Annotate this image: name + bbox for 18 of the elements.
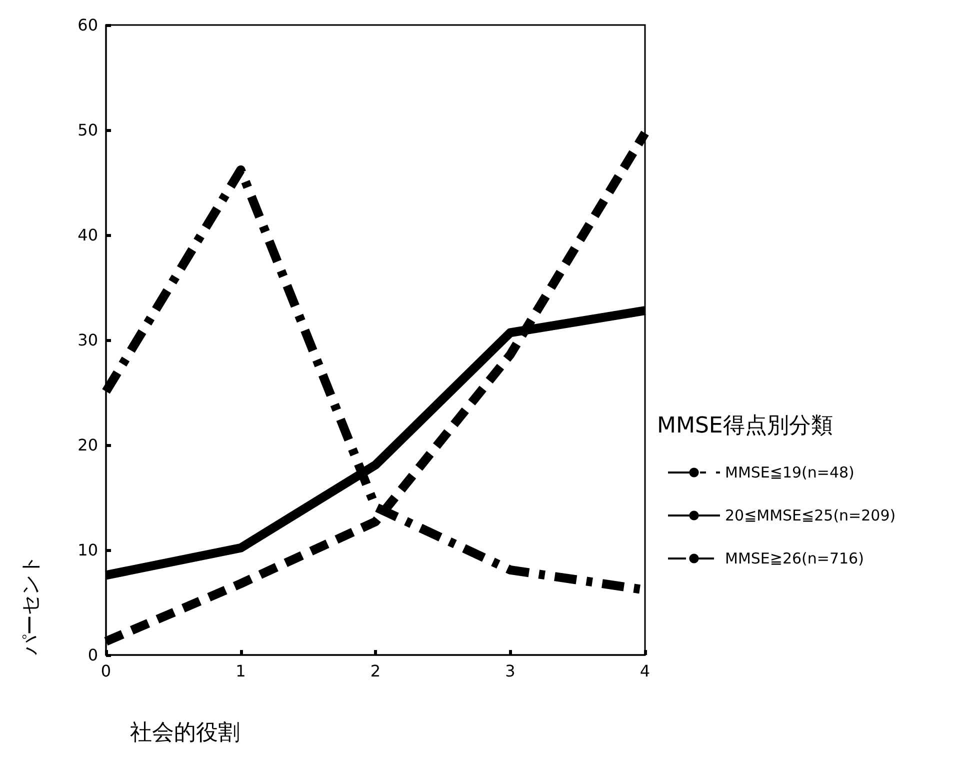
- x-tick-label: 3: [505, 662, 516, 680]
- y-tick-label: 10: [78, 540, 98, 560]
- x-tick-label: 4: [640, 662, 650, 680]
- legend-label: MMSE≦19(n=48): [725, 464, 854, 482]
- y-tick-label: 0: [88, 646, 98, 664]
- y-tick-label: 50: [78, 120, 98, 140]
- x-tick-label: 2: [370, 662, 381, 680]
- y-tick-label: 60: [78, 16, 98, 34]
- y-axis-title: パーセント: [18, 555, 42, 656]
- y-tick-label: 20: [78, 436, 98, 454]
- legend-title: MMSE得点別分類: [657, 414, 833, 438]
- legend-label: MMSE≧26(n=716): [725, 550, 864, 568]
- y-tick-label: 30: [78, 330, 98, 350]
- x-tick-label: 0: [100, 662, 112, 680]
- x-axis-title: 社会的役割: [130, 720, 240, 746]
- legend-label: 20≦MMSE≦25(n=209): [725, 506, 896, 524]
- x-tick-label: 1: [236, 662, 246, 680]
- y-tick-label: 40: [78, 226, 98, 244]
